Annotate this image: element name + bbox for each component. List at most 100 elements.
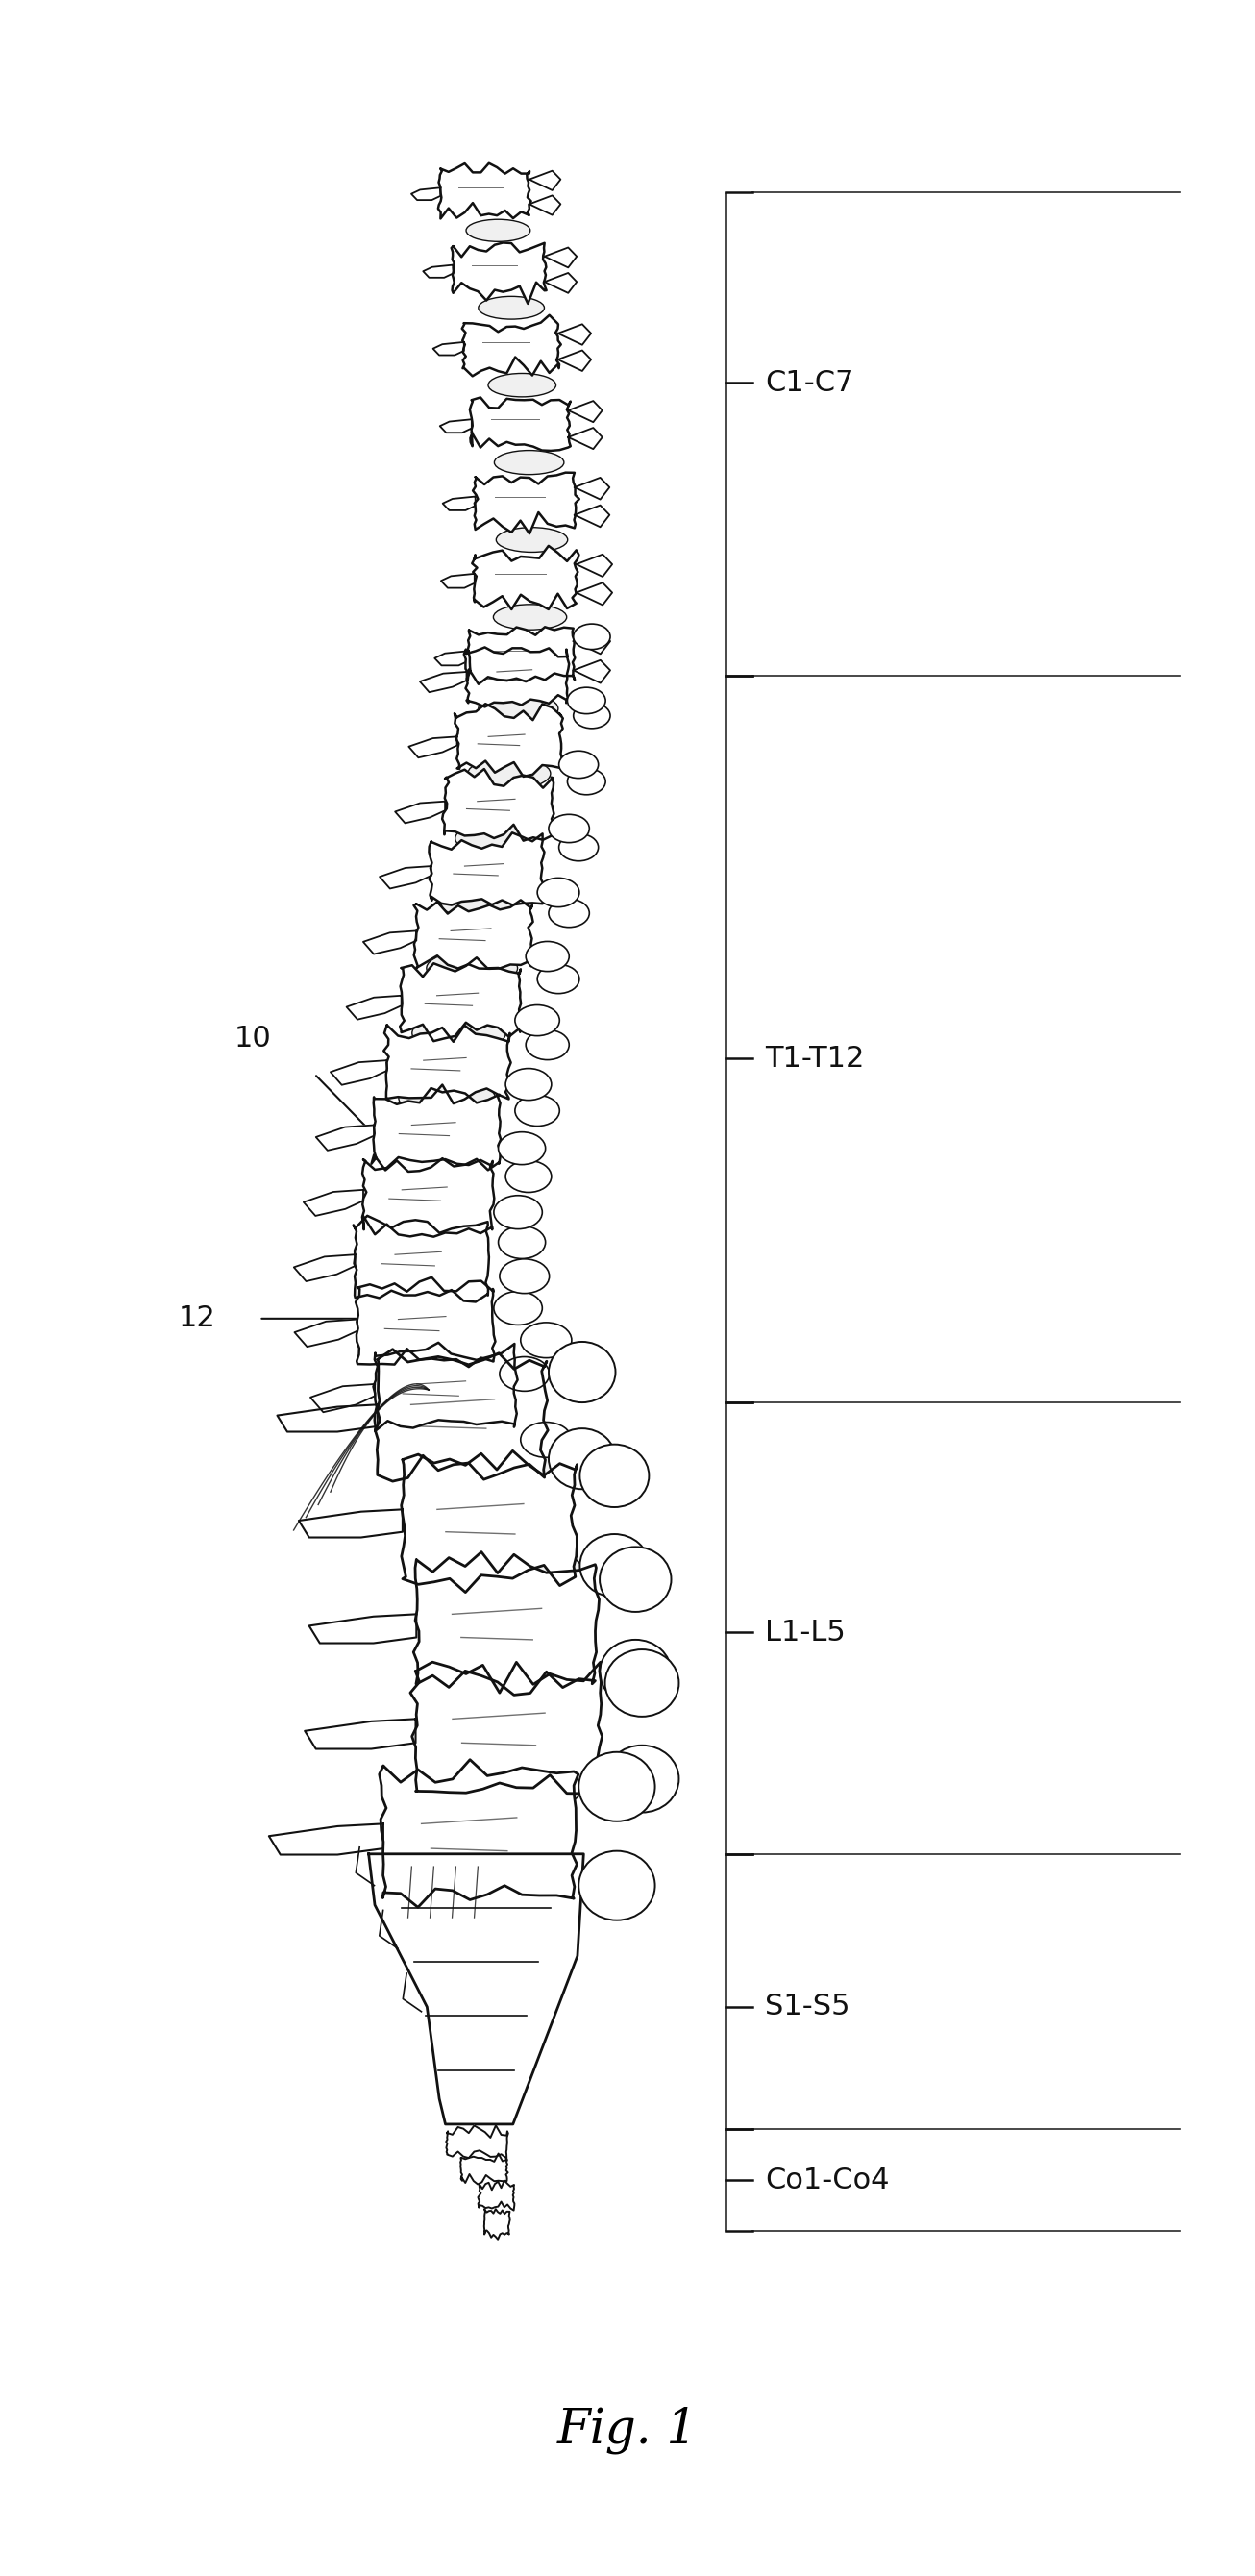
Ellipse shape: [548, 1342, 615, 1401]
Ellipse shape: [427, 951, 517, 987]
Polygon shape: [384, 1025, 511, 1103]
Polygon shape: [462, 314, 561, 376]
Polygon shape: [304, 1190, 363, 1216]
Ellipse shape: [478, 296, 545, 319]
Polygon shape: [464, 647, 569, 706]
Ellipse shape: [574, 623, 610, 649]
Ellipse shape: [456, 822, 541, 855]
Ellipse shape: [488, 374, 556, 397]
Polygon shape: [478, 2179, 515, 2210]
Text: C1-C7: C1-C7: [766, 368, 853, 397]
Ellipse shape: [548, 814, 590, 842]
Polygon shape: [530, 170, 561, 191]
Polygon shape: [413, 1551, 599, 1695]
Ellipse shape: [428, 1646, 596, 1710]
Polygon shape: [545, 247, 577, 268]
Ellipse shape: [422, 1543, 584, 1605]
Ellipse shape: [378, 1208, 481, 1247]
Ellipse shape: [579, 1752, 655, 1821]
Ellipse shape: [493, 605, 567, 629]
Polygon shape: [468, 626, 575, 685]
Polygon shape: [309, 1615, 417, 1643]
Ellipse shape: [605, 1747, 679, 1814]
Polygon shape: [434, 652, 469, 665]
Ellipse shape: [548, 1430, 615, 1489]
Polygon shape: [441, 574, 474, 587]
Polygon shape: [379, 1759, 579, 1906]
Polygon shape: [576, 554, 612, 577]
Ellipse shape: [442, 886, 530, 920]
Ellipse shape: [567, 768, 605, 796]
Ellipse shape: [558, 752, 599, 778]
Ellipse shape: [537, 963, 580, 994]
Polygon shape: [446, 2125, 508, 2159]
Ellipse shape: [605, 1649, 679, 1716]
Polygon shape: [363, 930, 417, 953]
Polygon shape: [433, 343, 464, 355]
Polygon shape: [575, 505, 610, 528]
Ellipse shape: [515, 1005, 560, 1036]
Polygon shape: [484, 2210, 510, 2239]
Ellipse shape: [499, 1358, 550, 1391]
Ellipse shape: [521, 1422, 572, 1458]
Text: T1-T12: T1-T12: [766, 1046, 865, 1072]
Ellipse shape: [558, 835, 599, 860]
Ellipse shape: [567, 688, 605, 714]
Polygon shape: [379, 866, 432, 889]
Polygon shape: [375, 1350, 548, 1481]
Ellipse shape: [506, 1162, 551, 1193]
Polygon shape: [371, 1087, 501, 1172]
Ellipse shape: [506, 1069, 551, 1100]
Ellipse shape: [579, 1852, 655, 1919]
Ellipse shape: [498, 1226, 546, 1260]
Polygon shape: [423, 265, 453, 278]
Ellipse shape: [548, 899, 590, 927]
Text: 10: 10: [233, 1025, 271, 1051]
Text: 12: 12: [178, 1303, 216, 1332]
Polygon shape: [295, 1319, 358, 1347]
Ellipse shape: [412, 1749, 585, 1816]
Polygon shape: [574, 631, 610, 654]
Ellipse shape: [580, 1445, 649, 1507]
Polygon shape: [310, 1383, 375, 1412]
Ellipse shape: [580, 1535, 649, 1597]
Polygon shape: [400, 958, 521, 1041]
Ellipse shape: [574, 703, 610, 729]
Ellipse shape: [521, 1321, 572, 1358]
Ellipse shape: [466, 219, 530, 242]
Polygon shape: [574, 659, 610, 683]
Ellipse shape: [537, 878, 580, 907]
Text: Co1-Co4: Co1-Co4: [766, 2166, 890, 2195]
Polygon shape: [429, 832, 545, 904]
Polygon shape: [575, 477, 610, 500]
Polygon shape: [473, 471, 580, 533]
Polygon shape: [412, 188, 441, 201]
Polygon shape: [569, 402, 602, 422]
Polygon shape: [558, 350, 591, 371]
Ellipse shape: [412, 1015, 506, 1051]
Ellipse shape: [493, 1195, 542, 1229]
Ellipse shape: [499, 1260, 550, 1293]
Polygon shape: [576, 582, 612, 605]
Polygon shape: [439, 420, 472, 433]
Polygon shape: [363, 1157, 494, 1236]
Ellipse shape: [387, 1337, 493, 1378]
Text: L1-L5: L1-L5: [766, 1618, 846, 1646]
Ellipse shape: [498, 1131, 546, 1164]
Polygon shape: [545, 273, 577, 294]
Polygon shape: [369, 1855, 584, 2125]
Polygon shape: [530, 196, 561, 214]
Polygon shape: [438, 162, 531, 219]
Ellipse shape: [387, 1144, 487, 1182]
Polygon shape: [395, 801, 446, 824]
Polygon shape: [269, 1824, 383, 1855]
Polygon shape: [354, 1216, 489, 1301]
Polygon shape: [442, 770, 553, 840]
Polygon shape: [558, 325, 591, 345]
Polygon shape: [373, 1342, 517, 1432]
Ellipse shape: [515, 1095, 560, 1126]
Ellipse shape: [494, 451, 563, 474]
Polygon shape: [305, 1718, 415, 1749]
Ellipse shape: [402, 1437, 558, 1499]
Polygon shape: [420, 672, 467, 693]
